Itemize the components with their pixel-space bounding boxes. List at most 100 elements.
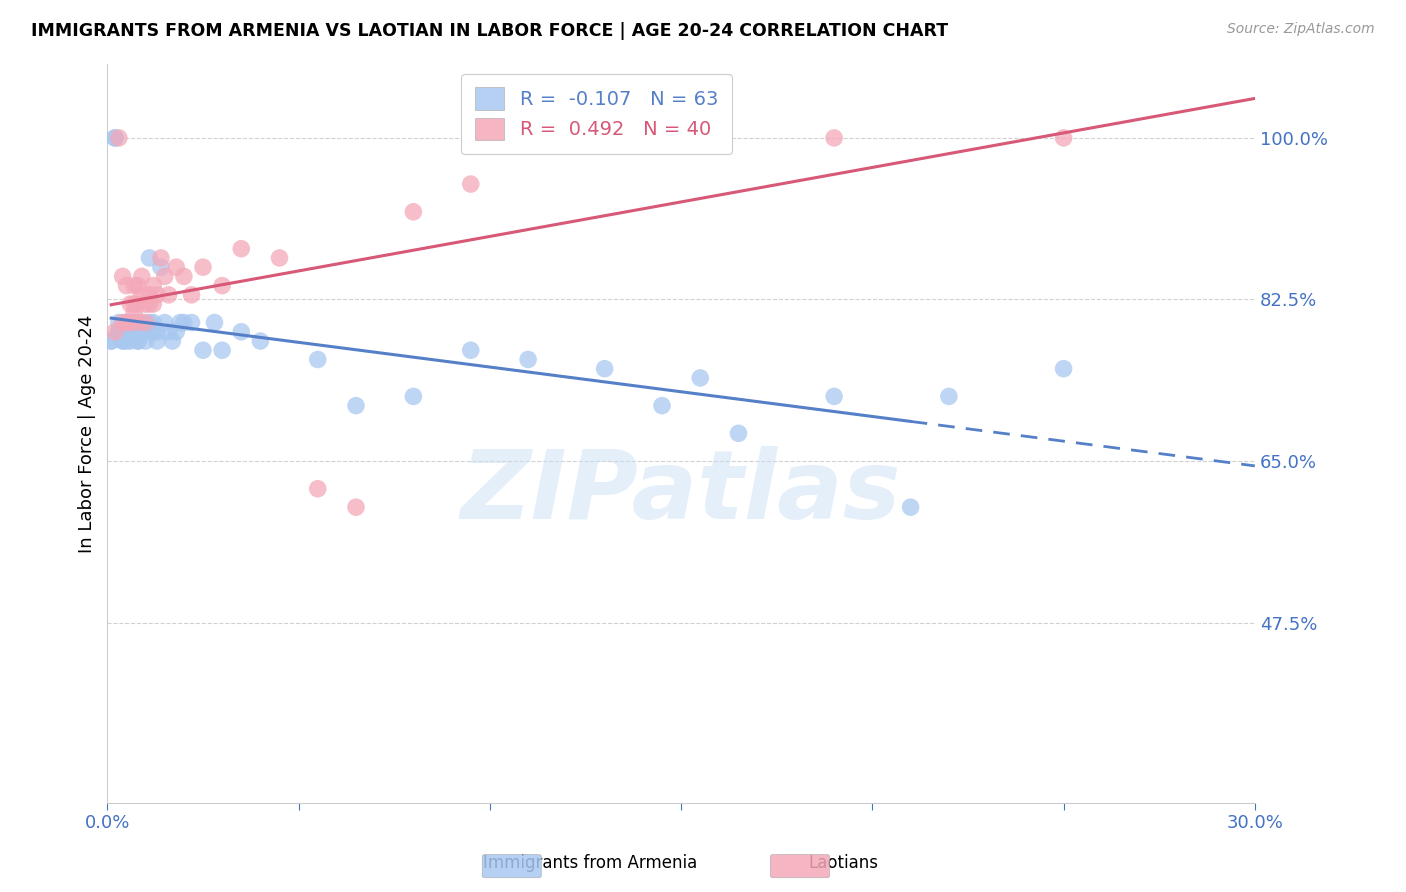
Point [169, 316, 191, 330]
Point [131, 288, 153, 302]
Point [249, 334, 271, 348]
Point [127, 278, 149, 293]
Point [104, 131, 127, 145]
Y-axis label: In Labor Force | Age 20-24: In Labor Force | Age 20-24 [79, 314, 96, 552]
Point [138, 251, 160, 265]
Point [111, 334, 134, 348]
Point [231, 242, 253, 256]
Point [344, 500, 367, 515]
Text: Laotians: Laotians [808, 855, 879, 872]
Point [127, 316, 149, 330]
Point [402, 389, 425, 403]
Point [108, 325, 131, 339]
Point [157, 325, 180, 339]
Point [460, 343, 482, 358]
Point [131, 269, 153, 284]
Point [108, 316, 131, 330]
Point [127, 334, 149, 348]
Point [108, 325, 131, 339]
Point [135, 316, 157, 330]
Point [115, 278, 138, 293]
Text: Immigrants from Armenia: Immigrants from Armenia [484, 855, 697, 872]
Point [180, 288, 202, 302]
Point [823, 131, 845, 145]
Point [593, 361, 616, 376]
Point [115, 316, 138, 330]
Point [211, 343, 233, 358]
Point [122, 278, 145, 293]
Point [135, 297, 157, 311]
Point [108, 131, 131, 145]
Point [111, 316, 134, 330]
Point [402, 204, 425, 219]
Point [120, 325, 142, 339]
Point [127, 325, 149, 339]
Point [138, 288, 160, 302]
Point [120, 334, 142, 348]
Point [593, 131, 616, 145]
Point [651, 399, 673, 413]
Point [142, 278, 165, 293]
Legend: R =  -0.107   N = 63, R =  0.492   N = 40: R = -0.107 N = 63, R = 0.492 N = 40 [461, 74, 731, 153]
Point [191, 343, 214, 358]
Point [120, 297, 142, 311]
Point [135, 334, 157, 348]
Point [138, 297, 160, 311]
Point [689, 371, 711, 385]
Point [111, 334, 134, 348]
Point [100, 334, 122, 348]
Point [149, 260, 172, 275]
Point [211, 278, 233, 293]
Point [149, 251, 172, 265]
Point [120, 316, 142, 330]
Point [127, 334, 149, 348]
Point [180, 316, 202, 330]
Text: Source: ZipAtlas.com: Source: ZipAtlas.com [1227, 22, 1375, 37]
Point [138, 316, 160, 330]
Point [146, 325, 169, 339]
Point [122, 325, 145, 339]
Point [231, 325, 253, 339]
Point [122, 306, 145, 320]
Point [517, 352, 540, 367]
Point [157, 288, 180, 302]
Point [173, 316, 195, 330]
Point [162, 334, 184, 348]
Point [900, 500, 922, 515]
Text: ZIPatlas: ZIPatlas [461, 446, 901, 539]
Point [135, 325, 157, 339]
Point [1052, 131, 1074, 145]
Point [104, 325, 127, 339]
Point [115, 325, 138, 339]
Point [344, 399, 367, 413]
Point [165, 325, 187, 339]
Point [104, 131, 127, 145]
Point [191, 260, 214, 275]
Point [727, 426, 749, 441]
Point [127, 325, 149, 339]
Text: IMMIGRANTS FROM ARMENIA VS LAOTIAN IN LABOR FORCE | AGE 20-24 CORRELATION CHART: IMMIGRANTS FROM ARMENIA VS LAOTIAN IN LA… [31, 22, 948, 40]
Point [142, 316, 165, 330]
Point [131, 325, 153, 339]
Point [122, 316, 145, 330]
Point [269, 251, 291, 265]
Point [153, 269, 176, 284]
Point [120, 316, 142, 330]
Point [153, 316, 176, 330]
Point [165, 260, 187, 275]
Point [111, 269, 134, 284]
Point [460, 177, 482, 191]
Point [131, 316, 153, 330]
Point [204, 316, 226, 330]
Point [307, 482, 329, 496]
Point [146, 334, 169, 348]
Point [115, 334, 138, 348]
Point [100, 334, 122, 348]
Point [135, 325, 157, 339]
Point [146, 288, 169, 302]
Point [173, 269, 195, 284]
Point [307, 352, 329, 367]
Point [111, 325, 134, 339]
Point [823, 389, 845, 403]
Point [938, 389, 960, 403]
